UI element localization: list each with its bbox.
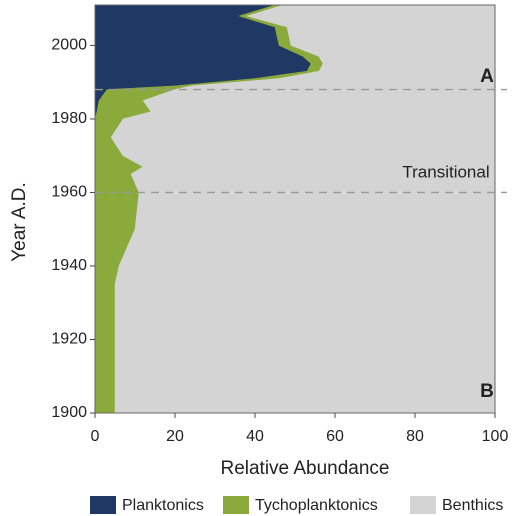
x-tick-label: 40 xyxy=(246,428,264,445)
legend-label: Planktonics xyxy=(122,497,204,514)
plot-frame xyxy=(94,4,496,414)
legend-label: Benthics xyxy=(442,497,503,514)
legend-swatch xyxy=(410,496,436,514)
x-axis-label: Relative Abundance xyxy=(220,458,389,479)
x-tick-label: 100 xyxy=(482,428,509,445)
y-tick-label: 1980 xyxy=(51,110,87,127)
x-tick-label: 20 xyxy=(166,428,184,445)
zone-label: B xyxy=(480,381,494,402)
x-tick-label: 60 xyxy=(326,428,344,445)
legend-label: Tychoplanktonics xyxy=(255,497,378,514)
legend-swatch xyxy=(90,496,116,514)
x-tick-label: 80 xyxy=(406,428,424,445)
legend-swatch xyxy=(223,496,249,514)
zone-label: Transitional xyxy=(402,162,489,181)
y-tick-label: 1920 xyxy=(51,331,87,348)
x-tick-label: 0 xyxy=(91,428,100,445)
y-tick-label: 1900 xyxy=(51,404,87,421)
zone-label: A xyxy=(480,66,494,87)
y-tick-label: 1940 xyxy=(51,257,87,274)
y-tick-label: 2000 xyxy=(51,37,87,54)
y-axis-label: Year A.D. xyxy=(9,182,30,262)
y-tick-label: 1960 xyxy=(51,184,87,201)
